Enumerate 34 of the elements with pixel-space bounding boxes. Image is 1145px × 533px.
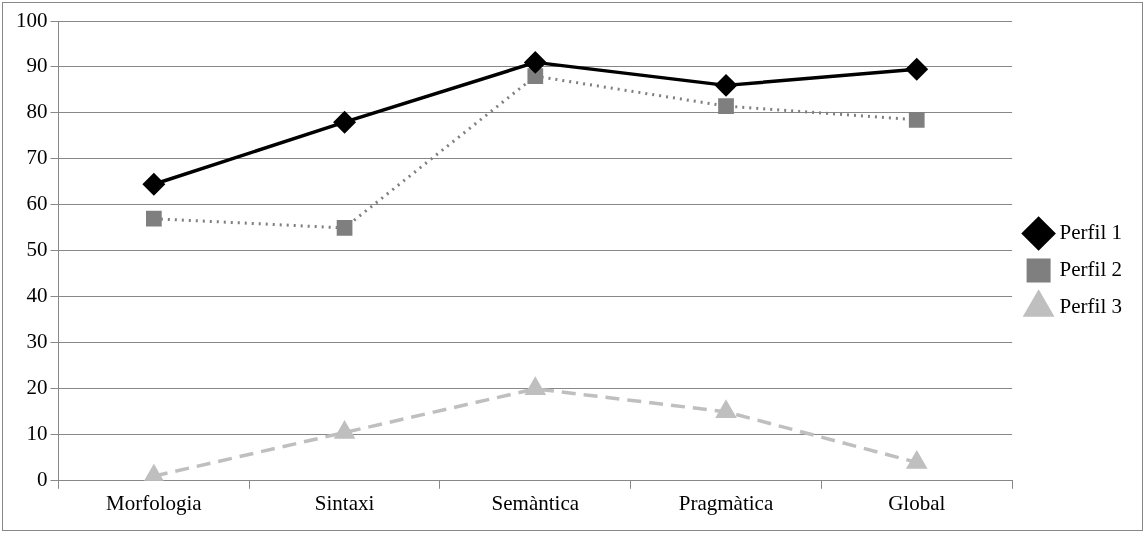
point <box>144 465 164 481</box>
x-tick-label: Global <box>888 490 946 515</box>
legend-label: Perfil 3 <box>1059 294 1122 319</box>
point <box>527 68 544 85</box>
point <box>715 74 737 97</box>
y-tick-label: 0 <box>37 467 48 492</box>
point <box>905 58 928 81</box>
point <box>907 451 927 469</box>
point <box>333 111 356 133</box>
y-tick-label: 80 <box>26 99 48 124</box>
point <box>525 378 545 396</box>
point <box>716 401 736 419</box>
y-tick-label: 30 <box>26 329 48 354</box>
x-tick-label: Sintaxi <box>314 490 375 515</box>
y-tick-label: 50 <box>26 237 48 262</box>
y-tick-label: 40 <box>26 283 48 308</box>
x-tick-label: Morfologia <box>106 490 203 515</box>
legend-label: Perfil 1 <box>1059 220 1122 245</box>
y-tick-label: 70 <box>26 145 48 170</box>
legend-label: Perfil 2 <box>1059 257 1122 282</box>
y-tick-label: 10 <box>26 421 48 446</box>
point <box>524 51 547 74</box>
point <box>718 98 734 114</box>
point <box>143 173 165 195</box>
point <box>335 421 355 439</box>
point <box>336 220 353 236</box>
y-tick-label: 90 <box>26 53 48 78</box>
y-tick-label: 60 <box>26 191 48 216</box>
x-tick-label: Semàntica <box>491 490 580 515</box>
point <box>146 210 162 227</box>
x-tick-label: Pragmàtica <box>678 490 774 515</box>
y-tick-label: 100 <box>16 7 48 32</box>
y-tick-label: 20 <box>26 375 48 400</box>
point <box>908 111 925 128</box>
